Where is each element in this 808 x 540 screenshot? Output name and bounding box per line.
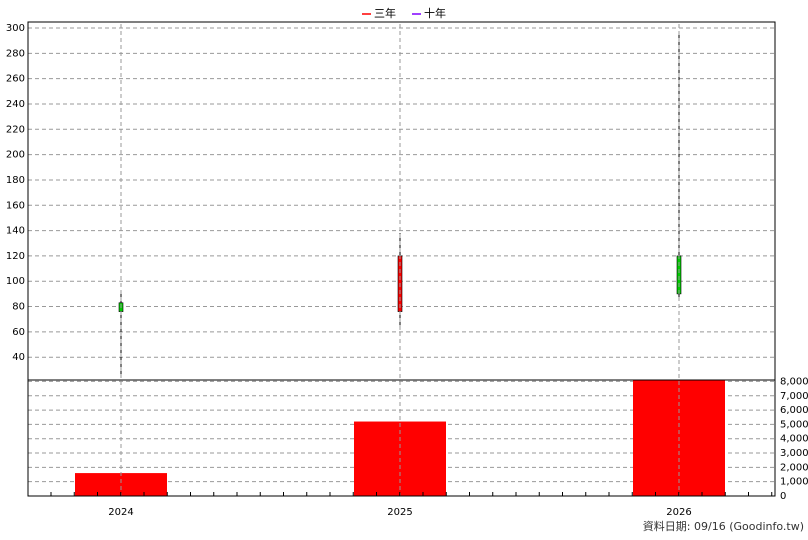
volume-bar (75, 473, 167, 496)
x-tick-label: 2025 (387, 507, 412, 518)
y-tick-label: 2,000 (780, 462, 808, 473)
y-tick-label: 80 (12, 302, 25, 313)
y-tick-label: 3,000 (780, 448, 808, 459)
x-tick-label: 2026 (666, 507, 691, 518)
y-tick-label: 60 (12, 327, 25, 338)
y-tick-label: 5,000 (780, 419, 808, 430)
y-tick-label: 260 (6, 74, 25, 85)
y-tick-label: 180 (6, 175, 25, 186)
source-note: 資料日期: 09/16 (Goodinfo.tw) (643, 519, 804, 533)
y-tick-label: 240 (6, 99, 25, 110)
y-tick-label: 40 (12, 352, 25, 363)
y-tick-label: 200 (6, 150, 25, 161)
y-tick-label: 300 (6, 23, 25, 34)
y-tick-label: 160 (6, 200, 25, 211)
y-tick-label: 220 (6, 124, 25, 135)
y-tick-label: 120 (6, 251, 25, 262)
y-tick-label: 1,000 (780, 477, 808, 488)
legend-label: 三年 (374, 6, 396, 20)
y-tick-label: 4,000 (780, 434, 808, 445)
y-tick-label: 280 (6, 48, 25, 59)
y-tick-label: 8,000 (780, 376, 808, 387)
candle-body (676, 255, 682, 295)
legend-label: 十年 (424, 6, 446, 20)
y-tick-label: 100 (6, 276, 25, 287)
x-tick-label: 2024 (108, 507, 133, 518)
y-tick-label: 0 (780, 491, 786, 502)
y-tick-label: 7,000 (780, 391, 808, 402)
plot-frame (27, 21, 776, 497)
y-tick-label: 6,000 (780, 405, 808, 416)
y-tick-label: 140 (6, 226, 25, 237)
